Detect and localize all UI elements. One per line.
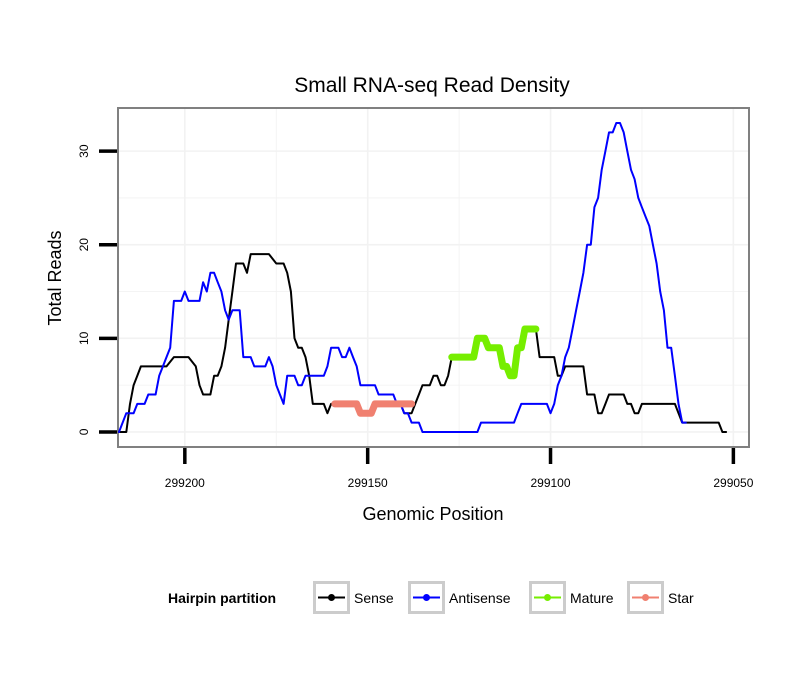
series-line-star bbox=[331, 400, 416, 417]
y-tick-label: 10 bbox=[77, 331, 91, 345]
series-line-mature bbox=[448, 325, 540, 380]
chart-title: Small RNA-seq Read Density bbox=[294, 74, 570, 97]
legend-label: Antisense bbox=[449, 590, 511, 606]
legend: Hairpin partition Sense Antisense Mature St… bbox=[168, 581, 694, 614]
legend-item-antisense: Antisense bbox=[408, 581, 511, 614]
legend-item-sense: Sense bbox=[313, 581, 394, 614]
legend-label: Sense bbox=[354, 590, 394, 606]
y-axis: 0 10 20 30 bbox=[77, 144, 117, 435]
legend-key-point bbox=[544, 594, 551, 601]
grid bbox=[119, 109, 748, 446]
legend-key-point bbox=[423, 594, 430, 601]
legend-label: Mature bbox=[570, 590, 614, 606]
y-tick-label: 0 bbox=[77, 428, 91, 435]
series-layer bbox=[118, 122, 728, 433]
legend-label: Star bbox=[668, 590, 694, 606]
legend-title: Hairpin partition bbox=[168, 590, 276, 606]
legend-item-star: Star bbox=[627, 581, 694, 614]
plot-panel bbox=[117, 107, 750, 448]
legend-item-mature: Mature bbox=[529, 581, 614, 614]
y-tick-label: 30 bbox=[77, 144, 91, 158]
x-tick-label: 299050 bbox=[713, 476, 753, 490]
x-tick-label: 299100 bbox=[530, 476, 570, 490]
legend-key-point bbox=[642, 594, 649, 601]
x-axis-title: Genomic Position bbox=[362, 504, 503, 524]
y-axis-title: Total Reads bbox=[45, 230, 65, 325]
x-tick-label: 299200 bbox=[165, 476, 205, 490]
x-tick-label: 299150 bbox=[348, 476, 388, 490]
legend-key-point bbox=[328, 594, 335, 601]
x-axis: 299200 299150 299100 299050 bbox=[165, 448, 754, 490]
series-line-sense bbox=[118, 253, 728, 433]
y-tick-label: 20 bbox=[77, 238, 91, 252]
series-line-antisense bbox=[118, 122, 687, 433]
